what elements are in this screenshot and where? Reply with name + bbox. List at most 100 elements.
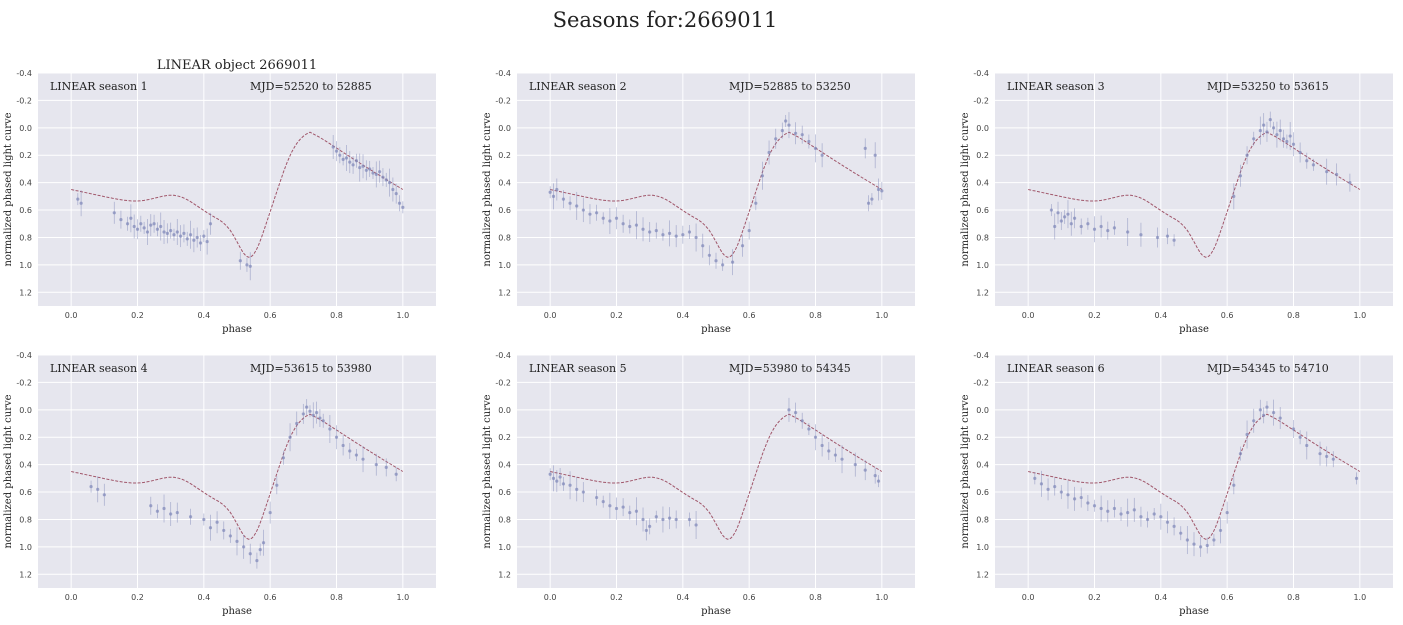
data-point — [820, 153, 824, 157]
data-point — [568, 201, 572, 205]
data-point — [334, 149, 339, 153]
model-curve — [550, 413, 883, 540]
data-point — [305, 405, 309, 409]
data-point — [175, 230, 179, 234]
data-point — [381, 175, 385, 179]
data-point — [1212, 538, 1216, 542]
data-point — [870, 197, 874, 201]
data-point — [1278, 128, 1282, 133]
data-point — [255, 558, 259, 563]
y-tick-label: 1.0 — [498, 261, 511, 270]
data-point — [581, 490, 585, 494]
y-tick-label: 1.0 — [498, 543, 511, 552]
data-point — [621, 222, 625, 226]
plot-area — [38, 73, 436, 306]
data-point — [1331, 457, 1335, 461]
y-tick-label: 0.4 — [976, 179, 989, 188]
y-tick-label: -0.2 — [495, 378, 511, 387]
data-point — [238, 259, 242, 263]
x-tick-label: 0.6 — [1221, 593, 1234, 602]
data-point — [654, 229, 658, 233]
y-tick-label: 0.0 — [498, 124, 511, 133]
x-tick-label: 0.2 — [610, 311, 623, 320]
data-point — [1225, 511, 1229, 515]
data-point — [119, 218, 123, 222]
x-tick-label: 0.8 — [809, 311, 822, 320]
model-curve — [71, 131, 404, 258]
x-tick-label: 0.2 — [131, 311, 144, 320]
x-tick-label: 0.4 — [676, 593, 689, 602]
data-point — [1348, 181, 1352, 185]
data-point — [192, 238, 196, 242]
data-point — [1159, 515, 1163, 519]
x-tick-label: 0.6 — [264, 593, 277, 602]
data-point — [1046, 487, 1050, 491]
data-point — [1318, 452, 1322, 456]
model-curve — [1028, 131, 1361, 258]
panel-4: 0.0 0.2 0.4 0.6 0.8 1.0 -0.4 -0.2 0.0 0.2 0.4 0.6 0.… — [3, 351, 436, 617]
data-point — [169, 512, 173, 516]
x-tick-label: 0.8 — [1287, 311, 1300, 320]
data-point — [172, 233, 176, 237]
data-point — [674, 234, 678, 238]
data-point — [1053, 484, 1057, 489]
data-point — [588, 212, 592, 216]
data-point — [394, 472, 398, 476]
x-tick-label: 0.4 — [1154, 311, 1167, 320]
data-point — [1335, 172, 1339, 177]
x-axis-label: phase — [1179, 324, 1209, 335]
data-point — [132, 224, 136, 229]
data-point — [281, 456, 286, 460]
y-tick-label: 0.2 — [19, 433, 32, 442]
data-point — [1205, 543, 1209, 548]
data-point — [575, 204, 579, 208]
data-point — [351, 163, 355, 167]
data-point — [301, 412, 305, 416]
y-tick-label: 0.6 — [498, 206, 511, 215]
data-point — [853, 463, 857, 467]
data-point — [548, 472, 552, 476]
plot-area — [517, 73, 915, 306]
x-tick-label: 0.2 — [1088, 311, 1101, 320]
data-point — [1192, 542, 1196, 546]
panel-2: 0.0 0.2 0.4 0.6 0.8 1.0 -0.4 -0.2 0.0 0.2 0.4 0.6 0.… — [482, 69, 915, 335]
data-point — [202, 234, 206, 238]
data-point — [707, 253, 711, 257]
data-point — [621, 505, 625, 509]
y-tick-label: 0.0 — [498, 406, 511, 415]
season-label: LINEAR season 5 — [529, 362, 627, 375]
data-point — [188, 515, 193, 519]
data-point — [1281, 137, 1286, 141]
data-point — [601, 216, 605, 220]
data-point — [341, 443, 345, 448]
data-point — [551, 194, 556, 198]
x-tick-label: 0.4 — [197, 593, 210, 602]
data-point — [1354, 476, 1359, 480]
data-point — [1238, 452, 1243, 456]
x-tick-label: 0.2 — [610, 593, 623, 602]
data-point — [145, 230, 150, 234]
data-point — [1252, 419, 1256, 423]
data-point — [1199, 545, 1203, 549]
data-point — [1262, 123, 1266, 127]
data-point — [162, 506, 166, 511]
y-axis-label: normalized phased light curve — [482, 112, 493, 266]
y-tick-label: 0.4 — [498, 461, 511, 470]
data-point — [308, 409, 312, 413]
mjd-range-label: MJD=53615 to 53980 — [250, 362, 372, 375]
x-tick-label: 0.0 — [544, 593, 557, 602]
x-tick-label: 0.6 — [743, 311, 756, 320]
data-point — [1059, 490, 1063, 494]
data-point — [222, 528, 226, 533]
x-axis-label: phase — [1179, 606, 1209, 617]
x-tick-label: 0.6 — [743, 593, 756, 602]
data-point — [208, 222, 213, 226]
data-point — [1069, 222, 1073, 226]
data-point — [1172, 238, 1176, 242]
y-tick-label: 1.2 — [19, 288, 32, 297]
plot-area — [995, 73, 1393, 306]
x-tick-label: 1.0 — [875, 593, 888, 602]
data-point — [205, 239, 209, 244]
data-point — [800, 133, 804, 137]
data-point — [1132, 508, 1136, 512]
